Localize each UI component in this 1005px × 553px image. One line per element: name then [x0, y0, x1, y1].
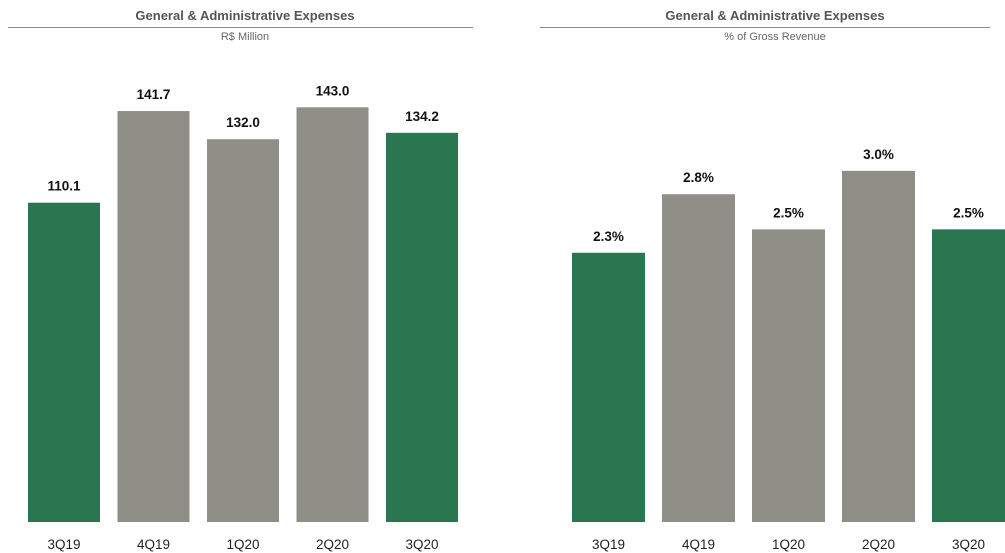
- bar-1q20: [752, 229, 825, 522]
- data-label-4q19: 141.7: [137, 87, 171, 102]
- chart-title: General & Administrative Expenses: [135, 8, 355, 23]
- x-tick-label-2q20: 2Q20: [316, 537, 349, 552]
- data-label-1q20: 132.0: [226, 115, 260, 130]
- chart-panel-rs-million: General & Administrative Expenses R$ Mil…: [0, 0, 490, 553]
- data-label-1q20: 2.5%: [773, 205, 804, 220]
- x-tick-label-3q19: 3Q19: [592, 537, 625, 552]
- x-tick-label-2q20: 2Q20: [862, 537, 895, 552]
- chart-subtitle: R$ Million: [220, 31, 270, 43]
- data-label-3q19: 2.3%: [593, 229, 624, 244]
- x-tick-label-1q20: 1Q20: [772, 537, 805, 552]
- bar-4q19: [662, 194, 735, 522]
- title-divider: [540, 27, 990, 28]
- bar-3q19: [28, 202, 100, 522]
- data-label-2q20: 3.0%: [863, 147, 894, 162]
- data-label-3q19: 110.1: [47, 179, 81, 194]
- bar-chart-percent-gross-revenue: 2.3% 3Q19 2.8% 4Q19 2.5% 1Q20 3.0% 2Q20 2.5% 3Q20: [572, 147, 1005, 552]
- chart-title: General & Administrative Expenses: [665, 8, 885, 23]
- title-divider: [8, 27, 473, 28]
- bar-2q20: [296, 107, 369, 523]
- bar-chart-rs-million: 110.1 3Q19 141.7 4Q19 132.0 1Q20 143.0 2Q20 134.…: [28, 83, 458, 552]
- data-label-3q20: 2.5%: [953, 205, 984, 220]
- bar-3q19: [572, 252, 645, 522]
- bar-3q20: [932, 229, 1005, 522]
- x-tick-label-4q19: 4Q19: [137, 537, 170, 552]
- x-tick-label-1q20: 1Q20: [226, 537, 259, 552]
- x-tick-label-3q19: 3Q19: [47, 537, 80, 552]
- x-tick-label-3q20: 3Q20: [952, 537, 985, 552]
- chart-panel-percent-gross-revenue: General & Administrative Expenses % of G…: [540, 0, 1005, 553]
- x-tick-label-4q19: 4Q19: [682, 537, 715, 552]
- bar-3q20: [386, 132, 458, 522]
- bar-2q20: [842, 170, 915, 522]
- bar-1q20: [207, 139, 279, 522]
- data-label-2q20: 143.0: [316, 83, 350, 98]
- chart-subtitle: % of Gross Revenue: [724, 31, 826, 43]
- x-tick-label-3q20: 3Q20: [405, 537, 438, 552]
- data-label-4q19: 2.8%: [683, 170, 714, 185]
- data-label-3q20: 134.2: [405, 109, 439, 124]
- bar-4q19: [117, 111, 190, 522]
